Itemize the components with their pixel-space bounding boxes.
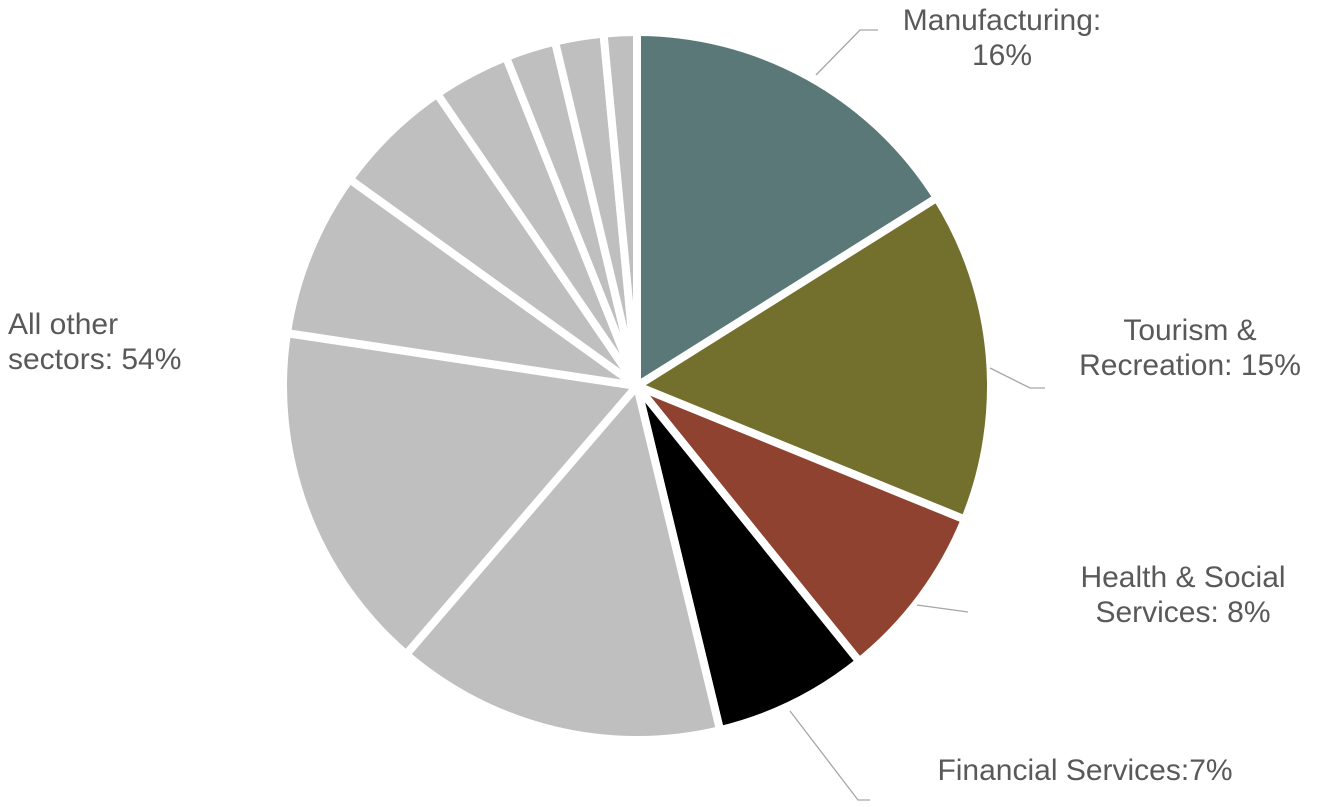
pie-slice-3 [633,382,864,735]
pie-slice-1 [633,193,996,524]
slice-label-1: Tourism & Recreation: 15% [1079,314,1301,382]
other-sectors-label-line: sectors: 54% [8,343,181,376]
pie-slice-5 [279,329,641,659]
slice-labels: Manufacturing: 16% Tourism & Recreation: 15… [8,4,1301,787]
pie-slice-0 [633,28,941,390]
slice-label-line: Recreation: 15% [1079,349,1301,382]
pie-slices [279,28,996,744]
leader-line-3 [789,710,870,801]
pie-slice-11 [599,28,641,390]
slice-label-2: Health & Social Services: 8% [1080,561,1285,629]
slice-label-line: Health & Social [1080,561,1285,594]
leader-line-1 [989,367,1045,389]
pie-slice-6 [282,175,641,390]
slice-label-line: Manufacturing: [903,4,1101,37]
slice-label-line: 16% [972,39,1032,72]
other-sectors-label-line: All other [8,308,118,341]
leader-line-2 [916,604,969,613]
leader-lines [789,29,1045,801]
slice-label-line: Tourism & [1123,314,1256,347]
slice-label-line: Financial Services:7% [937,754,1232,787]
pie-slice-2 [633,382,969,666]
pie-slice-4 [402,382,725,744]
slice-label-line: Services: 8% [1095,596,1270,629]
slice-label-3: Financial Services:7% [937,754,1232,787]
slice-label-0: Manufacturing: 16% [903,4,1101,72]
other-sectors-label: All other sectors: 54% [8,308,181,376]
leader-line-0 [815,29,878,76]
